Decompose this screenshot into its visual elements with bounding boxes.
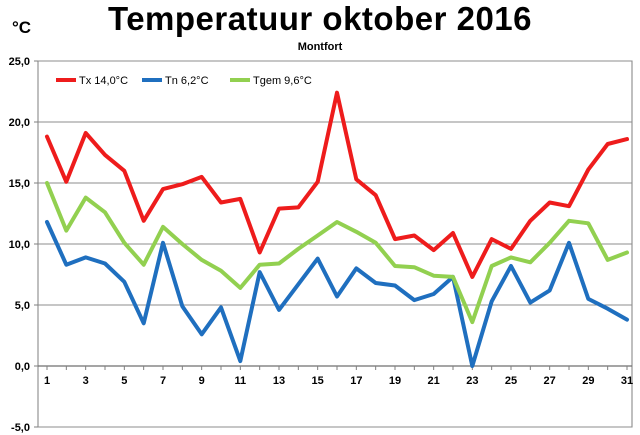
chart-subtitle: Montfort <box>297 41 343 53</box>
y-tick-label: 25,0 <box>9 56 30 68</box>
x-tick-label: 5 <box>121 375 127 387</box>
x-tick-label: 25 <box>505 375 517 387</box>
x-tick-label: 3 <box>83 375 89 387</box>
y-tick-label: 15,0 <box>9 178 30 190</box>
x-tick-label: 17 <box>350 375 362 387</box>
chart-title: Temperatuur oktober 2016 <box>107 0 533 37</box>
legend-label-3: Tgem 9,6°C <box>253 75 312 87</box>
x-tick-label: 13 <box>273 375 285 387</box>
x-tick-label: 15 <box>312 375 324 387</box>
x-tick-label: 27 <box>544 375 556 387</box>
series-line-1 <box>45 90 629 279</box>
x-tick-label: 29 <box>582 375 594 387</box>
x-tick-label: 1 <box>44 375 50 387</box>
y-tick-label: 20,0 <box>9 117 30 129</box>
y-tick-label: 10,0 <box>9 239 30 251</box>
x-tick-label: 21 <box>428 375 440 387</box>
legend-label-2: Tn 6,2°C <box>165 75 209 87</box>
x-tick-label: 19 <box>389 375 401 387</box>
x-tick-label: 7 <box>160 375 166 387</box>
x-tick-label: 23 <box>466 375 478 387</box>
y-tick-label: -5,0 <box>11 422 30 434</box>
x-tick-label: 31 <box>621 375 633 387</box>
series-line-2 <box>45 220 629 368</box>
y-tick-label: 0,0 <box>15 361 30 373</box>
x-tick-label: 11 <box>235 375 247 387</box>
y-axis-unit-label: °C <box>12 18 32 37</box>
series-line-3 <box>45 181 629 325</box>
legend-label-1: Tx 14,0°C <box>79 75 128 87</box>
x-tick-label: 9 <box>199 375 205 387</box>
y-tick-label: 5,0 <box>15 300 30 312</box>
